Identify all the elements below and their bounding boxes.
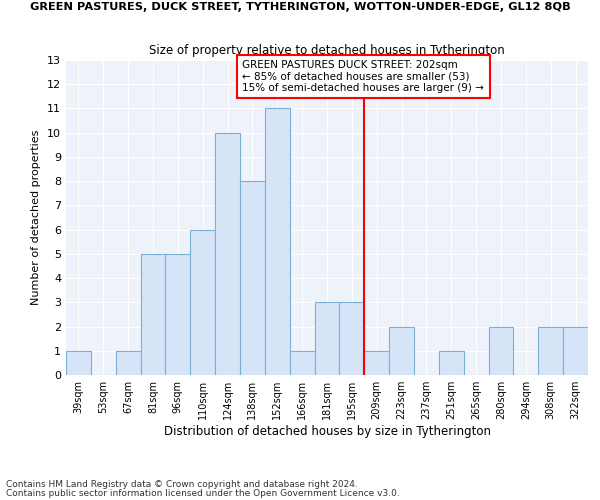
Text: Contains public sector information licensed under the Open Government Licence v3: Contains public sector information licen… [6, 490, 400, 498]
X-axis label: Distribution of detached houses by size in Tytherington: Distribution of detached houses by size … [163, 425, 491, 438]
Y-axis label: Number of detached properties: Number of detached properties [31, 130, 41, 305]
Bar [240, 181, 265, 375]
Bar [364, 351, 389, 375]
Bar [488, 326, 514, 375]
Bar [314, 302, 340, 375]
Text: GREEN PASTURES DUCK STREET: 202sqm
← 85% of detached houses are smaller (53)
15%: GREEN PASTURES DUCK STREET: 202sqm ← 85%… [242, 60, 484, 93]
Bar [265, 108, 290, 375]
Bar [190, 230, 215, 375]
Bar [66, 351, 91, 375]
Bar [563, 326, 588, 375]
Bar [116, 351, 140, 375]
Bar [166, 254, 190, 375]
Bar [290, 351, 314, 375]
Bar [140, 254, 166, 375]
Bar [340, 302, 364, 375]
Bar [538, 326, 563, 375]
Text: GREEN PASTURES, DUCK STREET, TYTHERINGTON, WOTTON-UNDER-EDGE, GL12 8QB: GREEN PASTURES, DUCK STREET, TYTHERINGTO… [29, 2, 571, 12]
Bar [439, 351, 464, 375]
Bar [215, 132, 240, 375]
Bar [389, 326, 414, 375]
Title: Size of property relative to detached houses in Tytherington: Size of property relative to detached ho… [149, 44, 505, 58]
Text: Contains HM Land Registry data © Crown copyright and database right 2024.: Contains HM Land Registry data © Crown c… [6, 480, 358, 489]
